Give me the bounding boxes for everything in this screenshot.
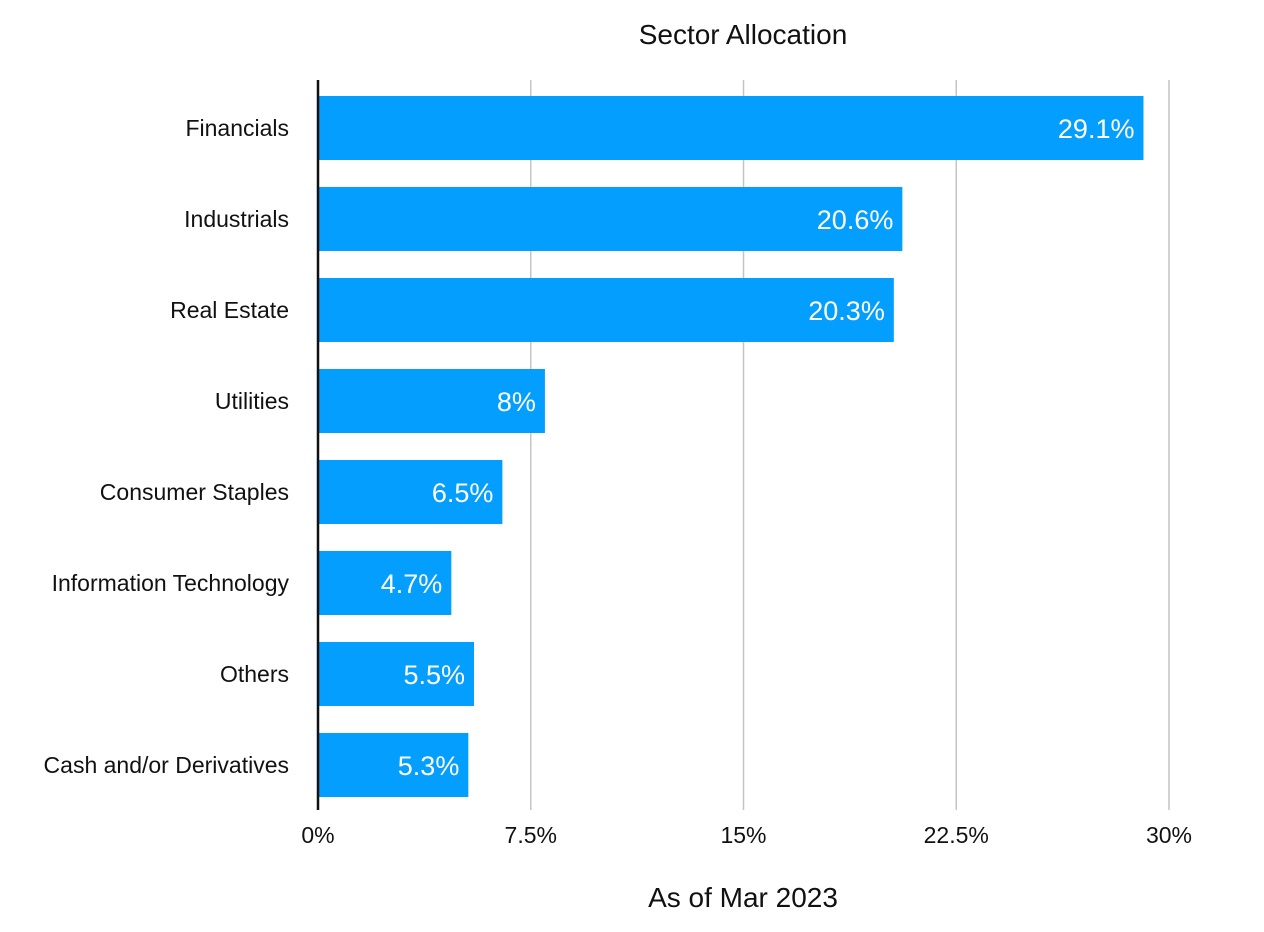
bar-value-label: 5.3% xyxy=(398,751,460,781)
bar-consumer-staples xyxy=(318,460,503,524)
x-tick-label: 0% xyxy=(301,822,334,848)
category-label: Others xyxy=(220,661,289,687)
bar-real-estate xyxy=(318,278,894,342)
bar-value-label: 4.7% xyxy=(381,569,443,599)
x-axis-label: As of Mar 2023 xyxy=(648,882,838,913)
bar-industrials xyxy=(318,187,903,251)
bar-value-label: 5.5% xyxy=(403,660,465,690)
bar-financials xyxy=(318,96,1144,160)
category-label: Consumer Staples xyxy=(100,479,289,505)
bar-value-label: 8% xyxy=(497,387,536,417)
bar-utilities xyxy=(318,369,545,433)
category-label: Industrials xyxy=(184,206,289,232)
category-label: Real Estate xyxy=(170,297,289,323)
category-labels: Financials Industrials Real Estate Utilitie… xyxy=(44,115,290,778)
bar-value-label: 29.1% xyxy=(1058,114,1135,144)
category-label: Financials xyxy=(185,115,289,141)
bar-others xyxy=(318,642,475,706)
bar-value-label: 20.3% xyxy=(808,296,885,326)
bars: 29.1% 20.6% 20.3% 8% 6.5% 4.7% 5.5% 5.3% xyxy=(318,96,1144,797)
x-tick-label: 15% xyxy=(720,822,766,848)
category-label: Utilities xyxy=(215,388,289,414)
x-tick-label: 7.5% xyxy=(505,822,557,848)
category-label: Information Technology xyxy=(52,570,290,596)
bar-value-label: 6.5% xyxy=(432,478,494,508)
bar-information-technology xyxy=(318,551,452,615)
x-axis-ticks: 0% 7.5% 15% 22.5% 30% xyxy=(301,822,1192,848)
chart-title: Sector Allocation xyxy=(639,19,848,50)
x-tick-label: 30% xyxy=(1146,822,1192,848)
bar-cash-and-or-derivatives xyxy=(318,733,469,797)
category-label: Cash and/or Derivatives xyxy=(44,752,289,778)
x-tick-label: 22.5% xyxy=(924,822,989,848)
bar-value-label: 20.6% xyxy=(817,205,894,235)
